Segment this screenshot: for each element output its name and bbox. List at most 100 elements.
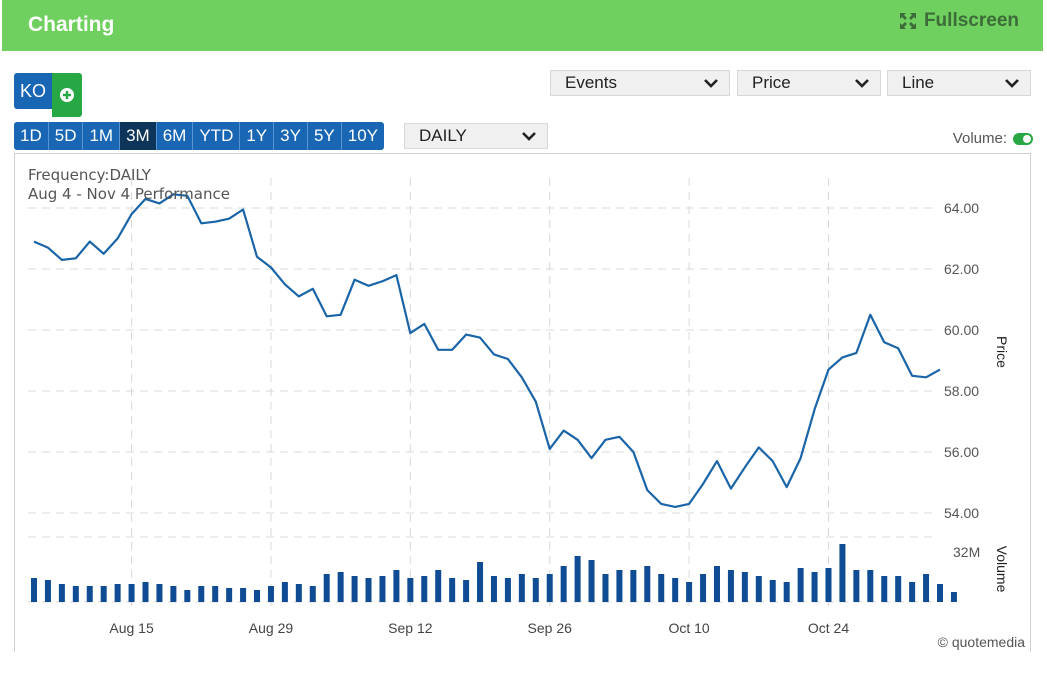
volume-bar [267,586,274,602]
volume-bar [546,574,553,602]
page-title: Charting [28,13,115,36]
chevron-down-icon [855,79,869,88]
volume-bar [100,586,107,602]
range-10y[interactable]: 10Y [347,126,378,145]
volume-bar [909,582,916,602]
volume-bar [700,574,707,602]
volume-bar [839,544,846,602]
events-dropdown[interactable]: Events [550,70,730,96]
volume-bar [825,568,832,602]
volume-bar [588,560,595,602]
header-bar: Charting Fullscreen [2,0,1043,51]
range-6m[interactable]: 6M [157,122,194,150]
expand-icon [899,13,916,29]
volume-bar [616,570,623,602]
volume-bar [72,586,79,602]
volume-axis-label: Volume [994,546,1010,593]
volume-bar [435,570,442,602]
volume-bar [602,574,609,602]
volume-bar [477,562,484,602]
range-ytd[interactable]: YTD [193,122,241,150]
volume-bar [114,584,121,602]
volume-bar [895,576,902,602]
volume-bar [379,576,386,602]
volume-bar [295,584,302,602]
price-axis-ticks: 64.00 62.00 60.00 58.00 56.00 54.00 [944,200,979,521]
volume-bar [727,570,734,602]
range-5d[interactable]: 5D [49,122,84,150]
volume-bar [407,578,414,602]
price-tick-label: 62.00 [944,261,979,277]
volume-toggle-label: Volume: [952,130,1007,147]
volume-bar [881,576,888,602]
chart-type-dropdown-label: Line [902,73,935,92]
volume-bar [449,578,456,602]
symbol-badge[interactable]: KO [14,73,52,109]
fullscreen-button[interactable]: Fullscreen [898,10,1019,32]
volume-bar [504,578,511,602]
date-tick-label: Oct 24 [808,620,849,636]
volume-bar [184,590,191,602]
range-3y[interactable]: 3Y [274,122,308,150]
volume-bar [853,570,860,602]
volume-bar [142,582,149,602]
volume-bar [574,556,581,602]
volume-bar [950,592,957,602]
fullscreen-label: Fullscreen [923,10,1019,31]
volume-bar [254,590,261,602]
volume-bar [156,584,163,602]
volume-bar [713,566,720,602]
range-selector: 1D 5D 1M 3M 6M YTD 1Y 3Y 5Y 10Y [14,122,384,150]
chevron-down-icon [1005,79,1019,88]
price-line [33,193,941,508]
volume-toggle[interactable]: Volume: [953,130,1033,147]
volume-bar [741,572,748,602]
volume-tick-label: 32M [953,544,980,560]
volume-bar [463,580,470,602]
volume-bar [58,584,65,602]
date-axis-ticks: Aug 15 Aug 29 Sep 12 Sep 26 Oct 10 Oct 24 [109,620,849,636]
frequency-info: Frequency:DAILY [28,166,151,184]
volume-bar [686,582,693,602]
volume-bar [811,572,818,602]
volume-bar [658,574,665,602]
volume-bar [532,578,539,602]
volume-bar [769,580,776,602]
volume-bar [212,586,219,602]
frequency-dropdown-label: DAILY [419,126,467,145]
volume-bar [170,586,177,602]
chart-type-dropdown[interactable]: Line [887,70,1031,96]
events-dropdown-label: Events [565,73,617,92]
volume-bar [560,566,567,602]
volume-bar [937,584,943,602]
chevron-down-icon [704,79,718,88]
chart-grid [28,178,935,612]
range-1m[interactable]: 1M [83,122,121,150]
volume-bar [337,572,344,602]
add-symbol-button[interactable] [52,73,82,117]
range-3m[interactable]: 3M [120,122,157,150]
price-tick-label: 56.00 [944,444,979,460]
range-1d[interactable]: 1D [14,122,49,150]
plus-circle-icon [60,88,74,102]
date-tick-label: Aug 15 [109,620,154,636]
date-tick-label: Sep 26 [528,620,573,636]
volume-bar [240,588,247,602]
price-dropdown-label: Price [752,73,791,92]
volume-bar [393,570,400,602]
frequency-dropdown[interactable]: DAILY [404,123,548,149]
volume-bar [630,570,637,602]
volume-bar [867,570,874,602]
range-5y[interactable]: 5Y [308,122,342,150]
price-tick-label: 64.00 [944,200,979,216]
volume-bar [672,578,679,602]
price-axis-label: Price [994,336,1010,368]
toggle-switch-icon[interactable] [1013,132,1033,145]
price-dropdown[interactable]: Price [737,70,881,96]
chevron-down-icon [522,132,536,141]
volume-bar [797,568,804,602]
range-1y[interactable]: 1Y [240,122,275,150]
volume-bar [923,574,930,602]
price-tick-label: 54.00 [944,505,979,521]
